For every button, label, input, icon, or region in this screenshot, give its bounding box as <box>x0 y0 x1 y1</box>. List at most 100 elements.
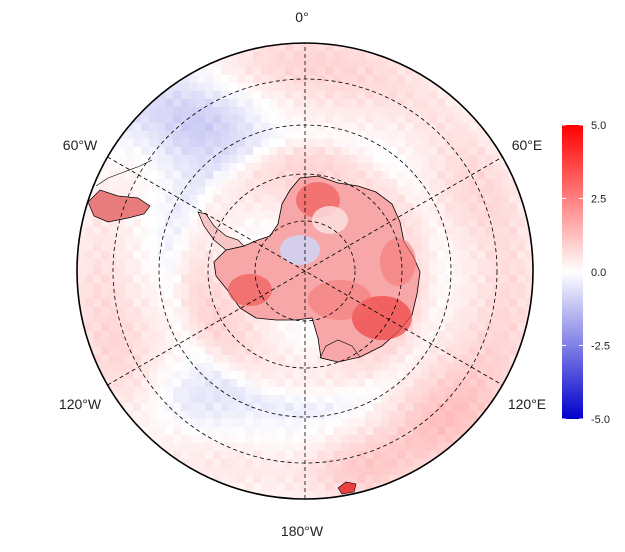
field-cell <box>285 419 294 428</box>
field-cell <box>357 451 366 460</box>
field-cell <box>165 347 174 356</box>
field-cell <box>477 163 486 172</box>
field-cell <box>309 459 318 468</box>
field-cell <box>189 251 198 260</box>
field-cell <box>357 411 366 420</box>
field-cell <box>445 299 454 308</box>
field-cell <box>189 307 198 316</box>
field-cell <box>413 371 422 380</box>
field-cell <box>245 67 254 76</box>
field-cell <box>389 123 398 132</box>
field-cell <box>221 219 230 228</box>
field-cell <box>469 179 478 188</box>
field-cell <box>477 179 486 188</box>
field-cell <box>181 171 190 180</box>
field-cell <box>141 123 150 132</box>
field-cell <box>269 475 278 484</box>
field-cell <box>125 235 134 244</box>
field-cell <box>181 395 190 404</box>
field-cell <box>373 91 382 100</box>
field-cell <box>189 339 198 348</box>
field-cell <box>221 451 230 460</box>
field-cell <box>157 339 166 348</box>
field-cell <box>437 203 446 212</box>
field-cell <box>277 363 286 372</box>
field-cell <box>389 403 398 412</box>
field-cell <box>277 395 286 404</box>
field-cell <box>365 379 374 388</box>
field-cell <box>501 251 510 260</box>
field-cell <box>117 331 126 340</box>
field-cell <box>189 179 198 188</box>
field-cell <box>165 411 174 420</box>
field-cell <box>229 371 238 380</box>
field-cell <box>149 323 158 332</box>
field-cell <box>429 283 438 292</box>
field-cell <box>397 131 406 140</box>
field-cell <box>501 323 510 332</box>
field-cell <box>205 427 214 436</box>
field-cell <box>397 419 406 428</box>
field-cell <box>397 363 406 372</box>
field-cell <box>349 419 358 428</box>
field-cell <box>437 299 446 308</box>
field-cell <box>341 467 350 476</box>
field-cell <box>277 75 286 84</box>
field-cell <box>477 363 486 372</box>
field-cell <box>165 339 174 348</box>
field-cell <box>173 211 182 220</box>
field-cell <box>277 163 286 172</box>
field-cell <box>165 443 174 452</box>
field-cell <box>365 363 374 372</box>
field-cell <box>133 235 142 244</box>
field-cell <box>429 163 438 172</box>
field-cell <box>197 307 206 316</box>
field-cell <box>309 403 318 412</box>
field-cell <box>437 211 446 220</box>
field-cell <box>277 323 286 332</box>
field-cell <box>493 171 502 180</box>
field-cell <box>165 291 174 300</box>
field-cell <box>189 107 198 116</box>
field-cell <box>357 379 366 388</box>
field-cell <box>373 139 382 148</box>
field-cell <box>445 339 454 348</box>
field-cell <box>325 67 334 76</box>
field-cell <box>389 139 398 148</box>
field-cell <box>181 435 190 444</box>
field-cell <box>109 283 118 292</box>
field-cell <box>237 339 246 348</box>
field-cell <box>109 307 118 316</box>
field-cell <box>197 75 206 84</box>
field-cell <box>325 451 334 460</box>
field-cell <box>381 363 390 372</box>
field-cell <box>93 267 102 276</box>
field-cell <box>197 435 206 444</box>
field-cell <box>125 299 134 308</box>
field-cell <box>261 435 270 444</box>
field-cell <box>229 139 238 148</box>
field-cell <box>301 483 310 492</box>
field-cell <box>269 339 278 348</box>
field-cell <box>509 187 518 196</box>
field-cell <box>165 283 174 292</box>
field-cell <box>173 195 182 204</box>
field-cell <box>181 307 190 316</box>
field-cell <box>357 419 366 428</box>
field-cell <box>173 331 182 340</box>
field-cell <box>413 443 422 452</box>
field-cell <box>253 51 262 60</box>
field-cell <box>309 467 318 476</box>
field-cell <box>229 395 238 404</box>
field-cell <box>125 291 134 300</box>
field-cell <box>197 91 206 100</box>
field-cell <box>253 155 262 164</box>
field-cell <box>357 427 366 436</box>
field-cell <box>365 147 374 156</box>
field-cell <box>173 395 182 404</box>
field-cell <box>437 275 446 284</box>
field-cell <box>365 427 374 436</box>
field-cell <box>389 411 398 420</box>
field-cell <box>413 211 422 220</box>
field-cell <box>189 211 198 220</box>
